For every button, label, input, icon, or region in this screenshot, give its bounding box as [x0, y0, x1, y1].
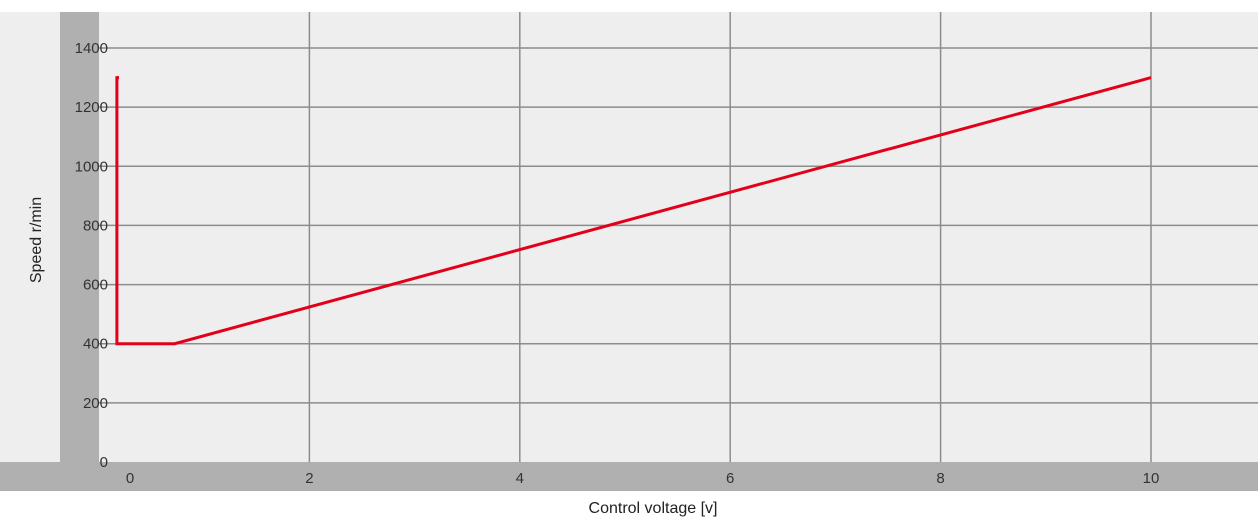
x-tick-label: 0: [126, 470, 134, 487]
x-tick-label: 10: [1143, 470, 1160, 487]
y-tick-labels: 0 200 400 600 800 1000 1200 1400: [75, 40, 108, 471]
y-tick-label: 0: [100, 454, 108, 471]
y-tick-label: 1400: [75, 40, 108, 57]
x-axis-title: Control voltage [v]: [589, 500, 718, 517]
y-tick-label: 1000: [75, 158, 108, 175]
y-tick-label: 1200: [75, 99, 108, 116]
y-tick-label: 400: [83, 336, 108, 353]
y-tick-label: 200: [83, 395, 108, 412]
y-axis-title: Speed r/min: [28, 197, 45, 283]
y-tick-label: 600: [83, 277, 108, 294]
plot-area: [0, 12, 1258, 491]
x-tick-labels: 0 2 4 6 8 10: [126, 470, 1160, 487]
x-tick-label: 4: [516, 470, 524, 487]
series-layer: [115, 76, 1152, 346]
x-tick-label: 6: [726, 470, 734, 487]
y-axis-band: [60, 12, 99, 462]
speed-series-line: [115, 76, 1152, 346]
x-axis-band: [0, 462, 1258, 491]
x-tick-label: 8: [936, 470, 944, 487]
grid-lines: [99, 12, 1258, 462]
y-tick-label: 800: [83, 217, 108, 234]
x-tick-label: 2: [305, 470, 313, 487]
